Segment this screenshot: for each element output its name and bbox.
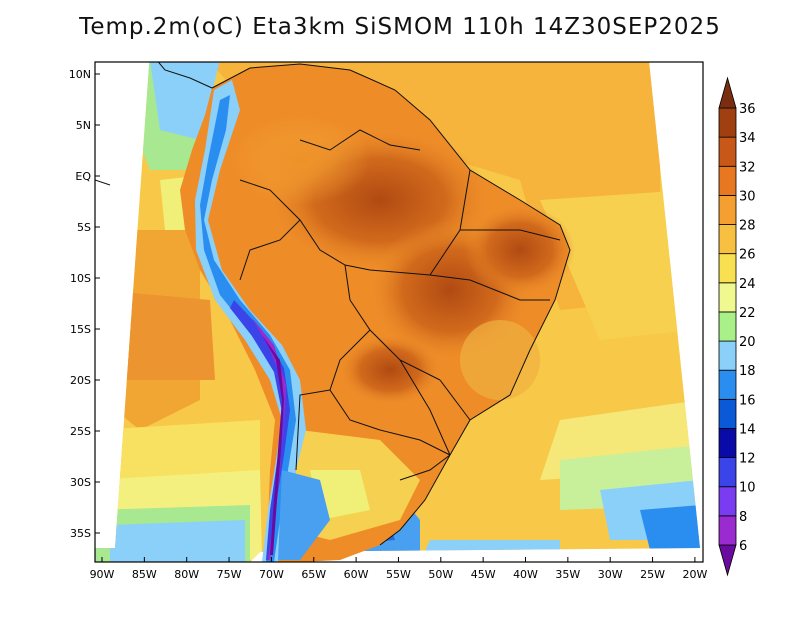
lon-tick-label: 25W [640,568,665,581]
colorbar-label: 12 [739,452,756,467]
lat-tick-label: 15S [70,323,91,336]
colorbar-segment [718,486,737,517]
colorbar: 6 8 10 12 14 16 18 20 22 24 26 28 30 32 34 36 [718,76,756,577]
colorbar-segment [718,253,737,284]
colorbar-label: 30 [739,189,756,204]
colorbar-segment [718,107,737,138]
colorbar-label: 16 [739,393,756,408]
colorbar-label: 32 [739,160,756,175]
colorbar-segment [718,398,737,429]
colorbar-segment [718,369,737,400]
colorbar-segment [718,457,737,488]
colorbar-label: 8 [739,510,747,525]
country-borders [211,63,571,546]
colorbar-label: 28 [739,219,756,234]
colorbar-label: 10 [739,481,756,496]
lon-tick-label: 55W [386,568,411,581]
longitude-axis: 90W 85W 80W 75W 70W 65W 60W 55W 50W 45W 40W 35W 30W 2… [90,557,707,581]
lat-tick-label: 5N [76,119,91,132]
lon-tick-label: 35W [555,568,580,581]
colorbar-segment [718,311,737,342]
colorbar-segment [718,194,737,225]
lon-tick-label: 65W [301,568,326,581]
colorbar-label: 22 [739,306,756,321]
lat-tick-label: 35S [70,527,91,540]
colorbar-label: 24 [739,277,756,292]
lon-tick-label: 70W [259,568,284,581]
lon-tick-label: 50W [428,568,453,581]
lon-tick-label: 20W [682,568,707,581]
colorbar-segment [718,340,737,371]
colorbar-segment [718,165,737,196]
lon-tick-label: 40W [513,568,538,581]
lon-tick-label: 60W [344,568,369,581]
colorbar-segment [718,282,737,313]
latitude-axis: 10N 5N EQ 5S 10S 15S 20S 25S 30S 35S [69,68,100,540]
lat-tick-label: EQ [75,170,91,183]
colorbar-label: 26 [739,248,756,263]
map-title: Temp.2m(oC) Eta3km SiSMOM 110h 14Z30SEP2… [79,14,721,40]
colorbar-segment [718,136,737,167]
colorbar-label: 18 [739,364,756,379]
lon-tick-label: 85W [132,568,157,581]
colorbar-max-arrow [718,76,737,109]
lon-tick-label: 90W [90,568,115,581]
colorbar-min-arrow [718,544,737,577]
map-frame [94,61,704,563]
colorbar-label: 14 [739,422,756,437]
colorbar-label: 34 [739,131,756,146]
lon-tick-label: 45W [471,568,496,581]
lat-tick-label: 25S [70,425,91,438]
lat-tick-label: 10N [69,68,91,81]
colorbar-label: 36 [739,102,756,117]
lon-tick-label: 30W [598,568,623,581]
lat-tick-label: 10S [70,272,91,285]
colorbar-label: 6 [739,539,747,554]
colorbar-segment [718,224,737,255]
colorbar-segment [718,515,737,546]
lat-tick-label: 20S [70,374,91,387]
colorbar-segment [718,428,737,459]
lat-tick-label: 5S [77,221,91,234]
lon-tick-label: 80W [174,568,199,581]
lat-tick-label: 30S [70,476,91,489]
colorbar-label: 20 [739,335,756,350]
lon-tick-label: 75W [217,568,242,581]
